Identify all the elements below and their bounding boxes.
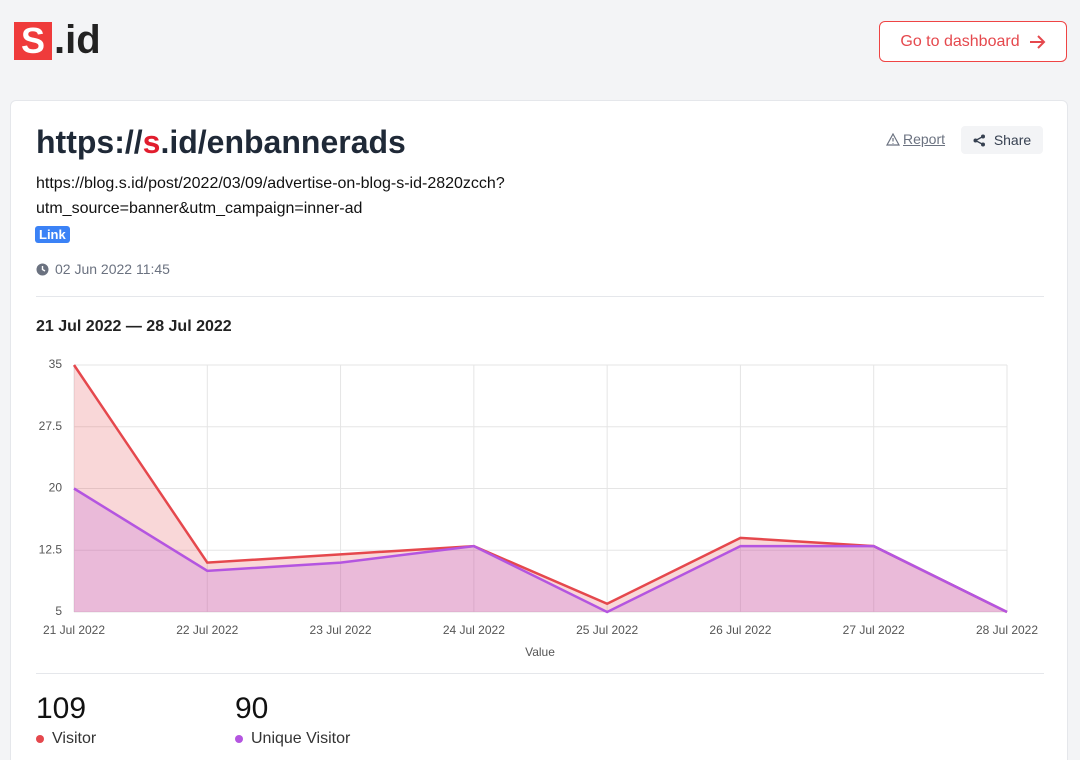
report-link[interactable]: Report bbox=[886, 131, 945, 147]
share-text: Share bbox=[993, 132, 1032, 148]
destination-url: utm_source=banner&utm_campaign=inner-ad bbox=[36, 200, 363, 217]
x-axis-label: Value bbox=[525, 645, 555, 659]
x-tick-label: 27 Jul 2022 bbox=[843, 623, 905, 637]
y-tick-label: 5 bbox=[55, 604, 62, 618]
badge: Link bbox=[35, 226, 70, 243]
y-tick-label: 35 bbox=[49, 357, 63, 371]
x-tick-label: 22 Jul 2022 bbox=[176, 623, 238, 637]
stat-label-row: Unique Visitor bbox=[235, 730, 350, 748]
y-tick-label: 20 bbox=[49, 481, 63, 495]
stat-label-row: Visitor bbox=[36, 730, 96, 748]
link-title: https://s.id/enbannerads bbox=[36, 124, 406, 161]
warning-icon bbox=[886, 132, 900, 146]
chart: Value 5 12.5 20 27.5 35 21 Jul 2022 22 Jul 202… bbox=[39, 357, 1039, 659]
title-suffix: .id/enbannerads bbox=[160, 124, 406, 160]
stat-label: Visitor bbox=[52, 730, 97, 747]
card bbox=[10, 100, 1068, 760]
share-icon bbox=[973, 134, 985, 146]
destination-url: https://blog.s.id/post/2022/03/09/advert… bbox=[36, 175, 505, 192]
stat-dot bbox=[235, 735, 243, 743]
logo-mark[interactable]: S bbox=[14, 22, 52, 60]
title-highlight: s bbox=[142, 124, 161, 160]
x-tick-label: 26 Jul 2022 bbox=[709, 623, 771, 637]
x-tick-label: 23 Jul 2022 bbox=[310, 623, 372, 637]
area bbox=[74, 365, 1007, 612]
logo-text[interactable]: .id bbox=[54, 18, 101, 62]
created-date: 02 Jun 2022 11:45 bbox=[36, 261, 170, 277]
stat-dot bbox=[36, 735, 44, 743]
stat: 90 Unique Visitor bbox=[235, 692, 350, 748]
report-text: Report bbox=[903, 131, 946, 147]
date-range: 21 Jul 2022 — 28 Jul 2022 bbox=[36, 318, 232, 335]
x-tick-label: 25 Jul 2022 bbox=[576, 623, 638, 637]
line bbox=[72, 364, 1008, 614]
stat: 109 Visitor bbox=[36, 692, 96, 748]
stat-value: 109 bbox=[36, 692, 87, 725]
clock-icon bbox=[36, 263, 49, 275]
line bbox=[73, 487, 1008, 614]
share-button[interactable]: Share bbox=[961, 126, 1043, 154]
x-tick-label: 24 Jul 2022 bbox=[443, 623, 505, 637]
title-prefix: https:// bbox=[36, 124, 143, 160]
dashboard-button[interactable]: Go to dashboard bbox=[879, 21, 1067, 62]
created-text: 02 Jun 2022 11:45 bbox=[55, 261, 170, 277]
x-tick-label: 21 Jul 2022 bbox=[43, 623, 105, 637]
area bbox=[74, 488, 1007, 612]
button-label: Go to dashboard bbox=[900, 32, 1020, 50]
stat-label: Unique Visitor bbox=[251, 730, 351, 747]
divider bbox=[36, 673, 1044, 674]
stat-value: 90 bbox=[235, 692, 269, 725]
arrow-icon bbox=[1029, 34, 1046, 49]
divider bbox=[36, 296, 1044, 297]
y-tick-label: 27.5 bbox=[39, 419, 63, 433]
x-tick-label: 28 Jul 2022 bbox=[976, 623, 1038, 637]
y-tick-label: 12.5 bbox=[39, 542, 63, 556]
